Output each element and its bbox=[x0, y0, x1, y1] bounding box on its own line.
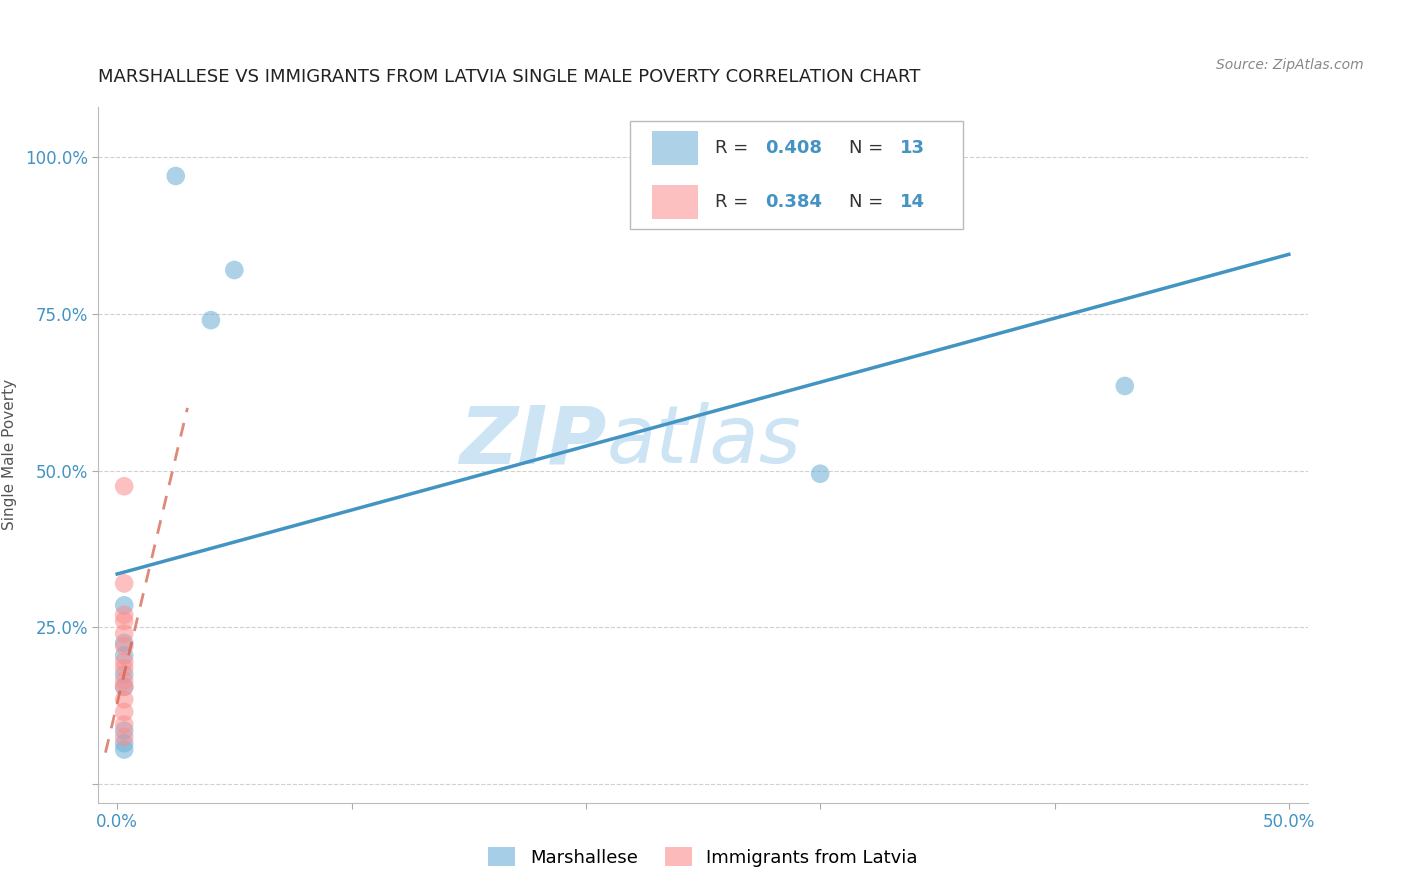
Point bbox=[112, 661, 135, 675]
Point bbox=[112, 636, 135, 650]
Point bbox=[112, 576, 135, 591]
Point bbox=[112, 648, 135, 663]
Text: MARSHALLESE VS IMMIGRANTS FROM LATVIA SINGLE MALE POVERTY CORRELATION CHART: MARSHALLESE VS IMMIGRANTS FROM LATVIA SI… bbox=[98, 68, 921, 86]
Text: 0.384: 0.384 bbox=[765, 193, 821, 211]
Point bbox=[112, 742, 135, 756]
Text: ZIP: ZIP bbox=[458, 402, 606, 480]
Text: 0.408: 0.408 bbox=[765, 139, 821, 157]
Point bbox=[165, 169, 187, 183]
Text: N =: N = bbox=[849, 139, 890, 157]
Point bbox=[112, 723, 135, 738]
Point bbox=[200, 313, 222, 327]
Point bbox=[112, 607, 135, 622]
Text: 14: 14 bbox=[900, 193, 925, 211]
Point bbox=[112, 673, 135, 688]
Point bbox=[224, 263, 246, 277]
Bar bbox=[652, 131, 699, 165]
Point bbox=[112, 655, 135, 669]
Point bbox=[112, 730, 135, 744]
Point bbox=[112, 599, 135, 613]
FancyBboxPatch shape bbox=[630, 121, 963, 229]
Text: Source: ZipAtlas.com: Source: ZipAtlas.com bbox=[1216, 58, 1364, 72]
Text: 13: 13 bbox=[900, 139, 925, 157]
Point bbox=[112, 639, 135, 653]
Text: R =: R = bbox=[716, 139, 754, 157]
Point bbox=[112, 626, 135, 640]
Point bbox=[808, 467, 831, 481]
Legend: Marshallese, Immigrants from Latvia: Marshallese, Immigrants from Latvia bbox=[481, 839, 925, 874]
Point bbox=[112, 736, 135, 750]
Y-axis label: Single Male Poverty: Single Male Poverty bbox=[1, 379, 17, 531]
Point bbox=[112, 667, 135, 681]
Point bbox=[112, 614, 135, 628]
Point bbox=[1114, 379, 1136, 393]
Point bbox=[112, 705, 135, 719]
Text: R =: R = bbox=[716, 193, 754, 211]
Point bbox=[112, 717, 135, 731]
Text: N =: N = bbox=[849, 193, 890, 211]
Point bbox=[112, 680, 135, 694]
Point bbox=[112, 479, 135, 493]
Point bbox=[112, 680, 135, 694]
Bar bbox=[652, 186, 699, 219]
Point bbox=[112, 692, 135, 706]
Text: atlas: atlas bbox=[606, 402, 801, 480]
